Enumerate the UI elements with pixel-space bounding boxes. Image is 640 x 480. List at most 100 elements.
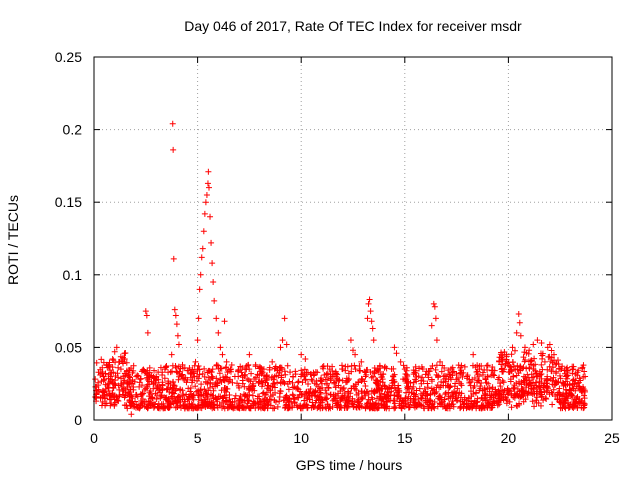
background-point [269, 405, 276, 412]
background-point [352, 366, 359, 373]
background-point [232, 392, 239, 399]
background-point [550, 374, 557, 381]
data-point [370, 337, 377, 344]
data-point [211, 297, 218, 304]
background-point [168, 401, 175, 408]
data-point [277, 344, 284, 351]
background-point [137, 400, 144, 407]
background-point [265, 382, 272, 389]
background-point [246, 397, 253, 404]
background-point [150, 380, 157, 387]
background-point [514, 362, 521, 369]
background-point [351, 383, 358, 390]
background-point [518, 387, 525, 394]
background-point [370, 388, 377, 395]
data-point [476, 366, 483, 373]
background-point [474, 379, 481, 386]
background-point [450, 403, 457, 410]
background-point [500, 396, 507, 403]
background-point [371, 364, 378, 371]
background-point [172, 404, 179, 411]
background-point [394, 393, 401, 400]
data-point [521, 344, 528, 351]
data-point [167, 369, 174, 376]
data-point [401, 366, 408, 373]
background-point [163, 363, 170, 370]
data-point [283, 341, 290, 348]
background-point [264, 372, 271, 379]
background-point [316, 393, 323, 400]
background-point [370, 373, 377, 380]
background-point [431, 390, 438, 397]
background-point [383, 391, 390, 398]
background-point [362, 404, 369, 411]
background-point [539, 352, 546, 359]
data-point [432, 315, 439, 322]
background-point [289, 384, 296, 391]
background-point [368, 374, 375, 381]
background-point [197, 386, 204, 393]
background-point [534, 388, 541, 395]
background-point [342, 367, 349, 374]
background-point [295, 378, 302, 385]
background-point [339, 392, 346, 399]
background-point [117, 380, 124, 387]
background-point [581, 395, 588, 402]
background-point [518, 381, 525, 388]
background-point [516, 400, 523, 407]
x-tick-label: 5 [194, 430, 202, 446]
background-point [570, 385, 577, 392]
data-point [103, 361, 110, 368]
y-tick-label: 0.1 [63, 267, 83, 283]
background-point [561, 367, 568, 374]
background-point [193, 388, 200, 395]
background-point [441, 403, 448, 410]
background-point [277, 380, 284, 387]
background-point [92, 376, 99, 383]
background-point [422, 371, 429, 378]
background-point [391, 405, 398, 412]
background-point [520, 398, 527, 405]
background-point [201, 386, 208, 393]
background-point [410, 402, 417, 409]
background-point [201, 373, 208, 380]
background-point [384, 385, 391, 392]
background-point [482, 391, 489, 398]
background-point [564, 369, 571, 376]
background-point [224, 405, 231, 412]
data-point [120, 354, 127, 361]
background-point [471, 397, 478, 404]
background-point [353, 386, 360, 393]
data-point [170, 146, 177, 153]
background-point [483, 362, 490, 369]
background-point [439, 362, 446, 369]
x-tick-labels: 0 5 10 15 20 25 [90, 430, 620, 446]
background-point [119, 384, 126, 391]
background-point [478, 380, 485, 387]
background-point [430, 403, 437, 410]
background-point [323, 395, 330, 402]
data-point [534, 337, 541, 344]
background-point [175, 376, 182, 383]
background-point [542, 395, 549, 402]
data-point [428, 322, 435, 329]
background-point [169, 368, 176, 375]
background-point [202, 378, 209, 385]
background-point [291, 399, 298, 406]
background-point [220, 394, 227, 401]
background-point [354, 397, 361, 404]
background-point [137, 376, 144, 383]
background-point [239, 374, 246, 381]
background-point [540, 382, 547, 389]
background-point [528, 357, 535, 364]
background-point [432, 366, 439, 373]
background-point [249, 380, 256, 387]
background-point [344, 363, 351, 370]
background-point [181, 402, 188, 409]
background-point [192, 403, 199, 410]
background-point [161, 394, 168, 401]
background-point [249, 392, 256, 399]
data-point [101, 376, 108, 383]
data-point [503, 351, 510, 358]
background-point [416, 365, 423, 372]
